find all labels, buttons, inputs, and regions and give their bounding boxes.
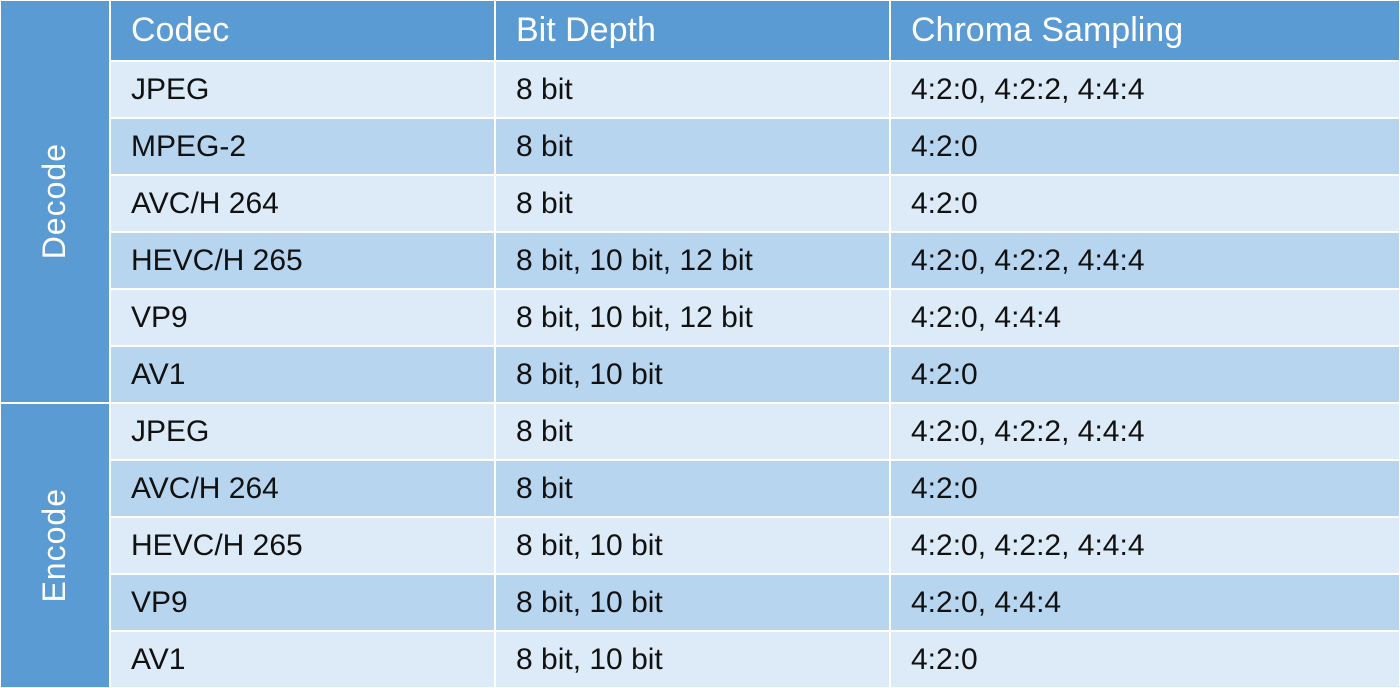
table-cell: 4:2:0, 4:4:4 (890, 574, 1400, 631)
column-header-bit-depth: Bit Depth (495, 0, 890, 61)
table-cell: 8 bit, 10 bit (495, 631, 890, 688)
table-cell: 8 bit (495, 61, 890, 118)
table-cell: AVC/H 264 (110, 175, 495, 232)
table-cell: AVC/H 264 (110, 460, 495, 517)
table-cell: AV1 (110, 346, 495, 403)
encode-label-text: Encode (37, 488, 72, 603)
table-cell: 8 bit, 10 bit (495, 517, 890, 574)
column-header-codec: Codec (110, 0, 495, 61)
table-cell: 8 bit, 10 bit, 12 bit (495, 289, 890, 346)
column-header-chroma: Chroma Sampling (890, 0, 1400, 61)
table-cell: AV1 (110, 631, 495, 688)
table-cell: 4:2:0 (890, 118, 1400, 175)
table-cell: 8 bit, 10 bit (495, 574, 890, 631)
decode-section-label: Decode (0, 0, 110, 403)
table-cell: 4:2:0, 4:4:4 (890, 289, 1400, 346)
table-cell: 4:2:0, 4:2:2, 4:4:4 (890, 232, 1400, 289)
table-cell: JPEG (110, 61, 495, 118)
table-cell: 8 bit (495, 460, 890, 517)
decode-label-text: Decode (37, 143, 72, 259)
table-cell: 4:2:0 (890, 460, 1400, 517)
table-cell: VP9 (110, 574, 495, 631)
table-cell: MPEG-2 (110, 118, 495, 175)
encode-section-label: Encode (0, 403, 110, 688)
table-cell: 4:2:0, 4:2:2, 4:4:4 (890, 403, 1400, 460)
table-cell: 4:2:0 (890, 346, 1400, 403)
codec-capability-table: Decode Codec Bit Depth Chroma Sampling J… (0, 0, 1400, 688)
table-cell: 4:2:0, 4:2:2, 4:4:4 (890, 517, 1400, 574)
table-cell: VP9 (110, 289, 495, 346)
table-cell: 4:2:0 (890, 631, 1400, 688)
table-cell: 8 bit (495, 403, 890, 460)
table-cell: 4:2:0, 4:2:2, 4:4:4 (890, 61, 1400, 118)
table-cell: JPEG (110, 403, 495, 460)
table-cell: HEVC/H 265 (110, 517, 495, 574)
table-cell: 8 bit (495, 118, 890, 175)
table-cell: 4:2:0 (890, 175, 1400, 232)
table-cell: 8 bit, 10 bit (495, 346, 890, 403)
table-cell: 8 bit, 10 bit, 12 bit (495, 232, 890, 289)
table-cell: 8 bit (495, 175, 890, 232)
table-cell: HEVC/H 265 (110, 232, 495, 289)
